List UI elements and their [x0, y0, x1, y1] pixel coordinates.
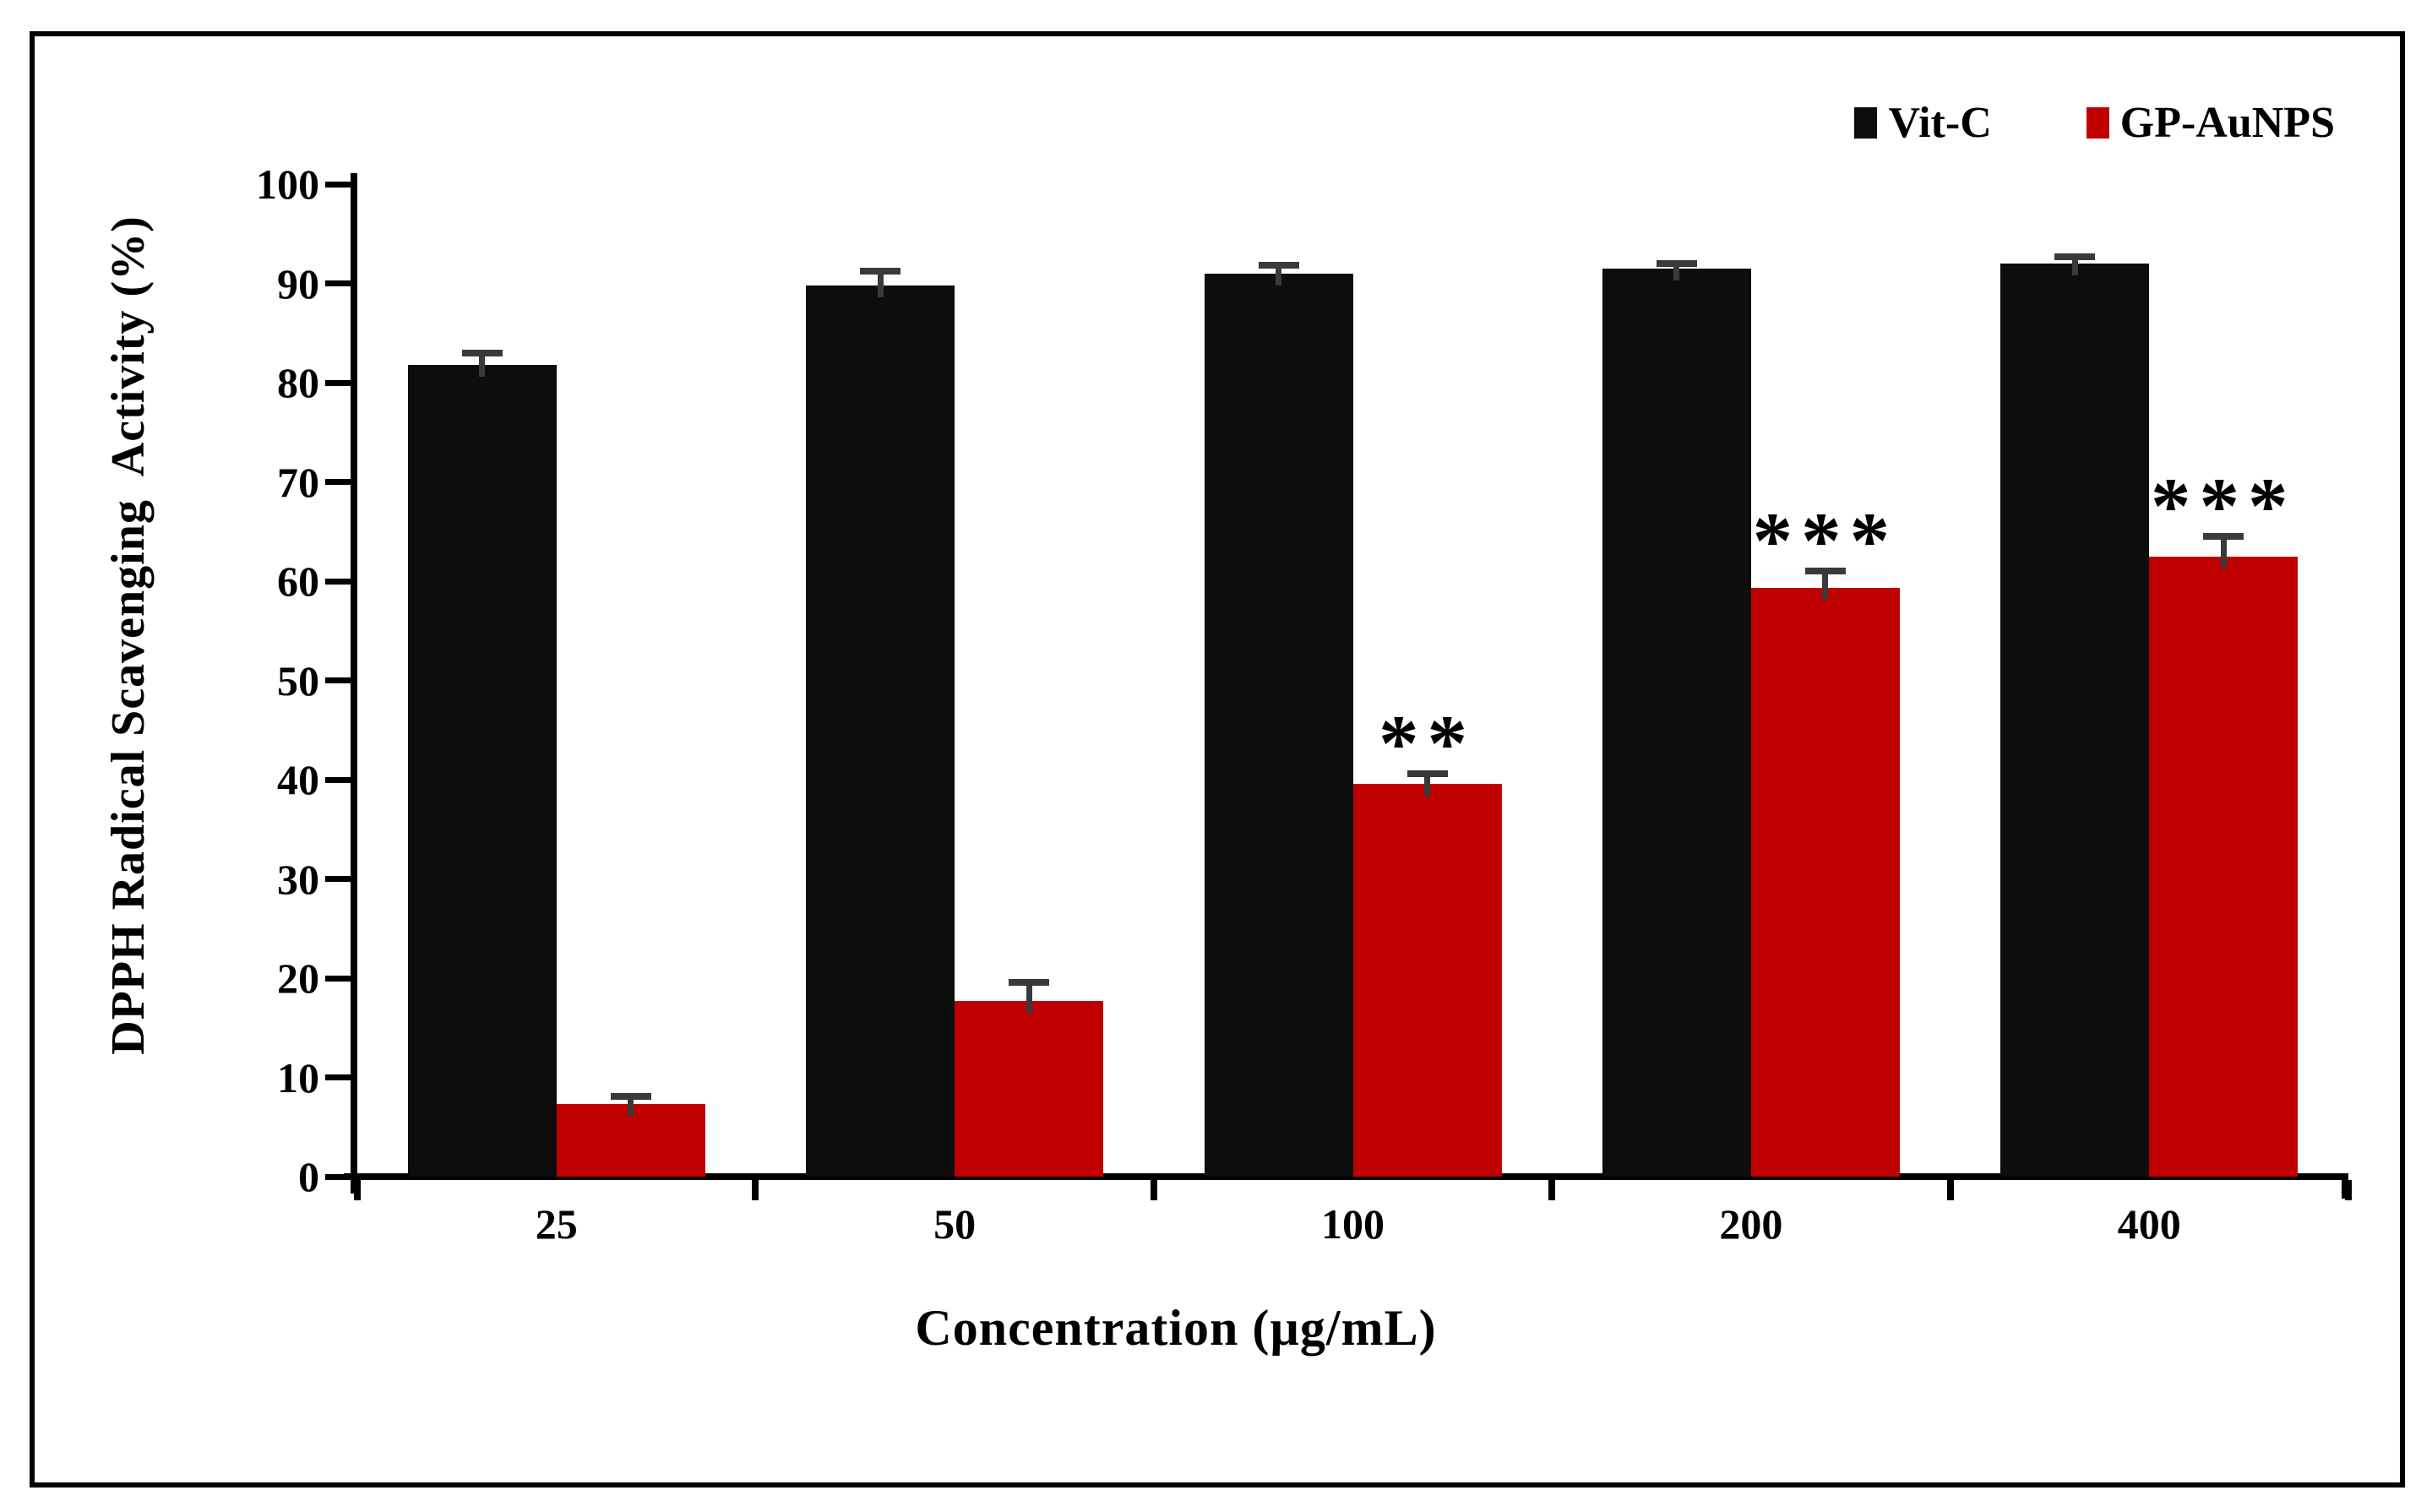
y-tick-label-0: 0	[298, 1153, 319, 1200]
legend-item-gp-aunps: GP-AuNPS	[2086, 98, 2335, 148]
significance-label-400: ***	[2151, 460, 2297, 551]
y-tick-80	[325, 379, 351, 386]
bar-gp-aunps-25	[556, 1104, 705, 1177]
legend-label-gp-aunps: GP-AuNPS	[2119, 99, 2335, 147]
error-bar-cap-vitc-400	[2054, 253, 2096, 260]
x-boundary-tick-3	[1548, 1180, 1556, 1200]
x-boundary-tick-0	[354, 1180, 361, 1200]
y-tick-label-80: 80	[277, 359, 319, 406]
x-tick-label-200: 200	[1719, 1200, 1783, 1248]
legend-swatch-gp-aunps-icon	[2086, 107, 2109, 139]
y-tick-label-10: 10	[277, 1053, 319, 1101]
error-bar-stem-vitc-25	[479, 351, 486, 377]
y-axis-line	[351, 173, 357, 1194]
error-bar-cap-vitc-50	[860, 268, 901, 275]
x-boundary-tick-4	[1946, 1180, 1954, 1200]
x-axis-title: Concentration (µg/mL)	[915, 1300, 1437, 1356]
error-bar-cap-vitc-100	[1258, 262, 1299, 269]
error-bar-cap-gp-aunps-400	[2203, 532, 2244, 540]
y-tick-0	[325, 1173, 351, 1180]
y-tick-50	[325, 677, 351, 683]
legend-item-vitc: Vit-C	[1854, 98, 1992, 148]
bar-vitc-25	[407, 364, 557, 1177]
error-bar-stem-vitc-100	[1276, 264, 1281, 286]
error-bar-cap-gp-aunps-100	[1406, 770, 1448, 777]
y-tick-100	[325, 181, 351, 188]
x-tick-label-25: 25	[535, 1200, 578, 1248]
bar-vitc-400	[2000, 264, 2150, 1177]
y-tick-label-50: 50	[277, 656, 319, 704]
y-tick-label-70: 70	[277, 458, 319, 506]
y-tick-label-90: 90	[277, 259, 319, 307]
significance-label-100: **	[1379, 698, 1476, 788]
error-bar-stem-vitc-50	[877, 270, 884, 297]
y-tick-label-40: 40	[277, 756, 319, 803]
y-tick-label-60: 60	[277, 557, 319, 605]
bar-gp-aunps-400	[2149, 556, 2299, 1177]
bar-gp-aunps-200	[1750, 588, 1900, 1177]
error-bar-stem-gp-aunps-200	[1822, 570, 1829, 601]
x-axis-line	[344, 1173, 2348, 1180]
significance-label-200: ***	[1752, 496, 1899, 586]
x-tick-label-50: 50	[933, 1200, 977, 1248]
y-tick-label-20: 20	[277, 955, 319, 1002]
bar-vitc-200	[1602, 268, 1751, 1177]
legend-label-vitc: Vit-C	[1888, 99, 1992, 147]
error-bar-cap-vitc-200	[1656, 259, 1697, 267]
figure-border	[30, 31, 2405, 1488]
x-tick-label-100: 100	[1321, 1200, 1385, 1248]
y-tick-10	[325, 1074, 351, 1080]
y-tick-60	[325, 578, 351, 585]
y-tick-20	[325, 975, 351, 982]
bar-vitc-50	[806, 285, 955, 1177]
error-bar-stem-vitc-200	[1673, 262, 1680, 280]
error-bar-cap-gp-aunps-200	[1804, 568, 1846, 575]
error-bar-stem-gp-aunps-400	[2220, 535, 2227, 568]
bar-gp-aunps-100	[1352, 783, 1502, 1177]
y-tick-70	[325, 479, 351, 485]
y-tick-40	[325, 776, 351, 783]
error-bar-cap-gp-aunps-25	[610, 1092, 651, 1100]
x-tick-label-400: 400	[2117, 1200, 2181, 1248]
y-tick-90	[325, 280, 351, 286]
error-bar-stem-gp-aunps-50	[1026, 981, 1032, 1014]
y-axis-title: DPPH Radical Scavenging Activity (%)	[102, 215, 155, 1055]
x-boundary-tick-1	[752, 1180, 759, 1200]
x-boundary-tick-5	[2345, 1180, 2352, 1200]
y-tick-label-30: 30	[277, 855, 319, 903]
error-bar-cap-gp-aunps-50	[1009, 978, 1050, 986]
bar-gp-aunps-50	[955, 1001, 1104, 1177]
y-tick-label-100: 100	[256, 160, 319, 208]
y-tick-30	[325, 876, 351, 882]
error-bar-stem-vitc-400	[2071, 255, 2078, 275]
error-bar-stem-gp-aunps-100	[1424, 772, 1430, 796]
error-bar-stem-gp-aunps-25	[628, 1095, 634, 1117]
legend: Vit-C GP-AuNPS	[1854, 98, 2335, 148]
error-bar-cap-vitc-25	[461, 349, 503, 356]
legend-swatch-vitc-icon	[1854, 107, 1878, 139]
x-boundary-tick-2	[1150, 1180, 1157, 1200]
bar-vitc-100	[1204, 273, 1353, 1177]
